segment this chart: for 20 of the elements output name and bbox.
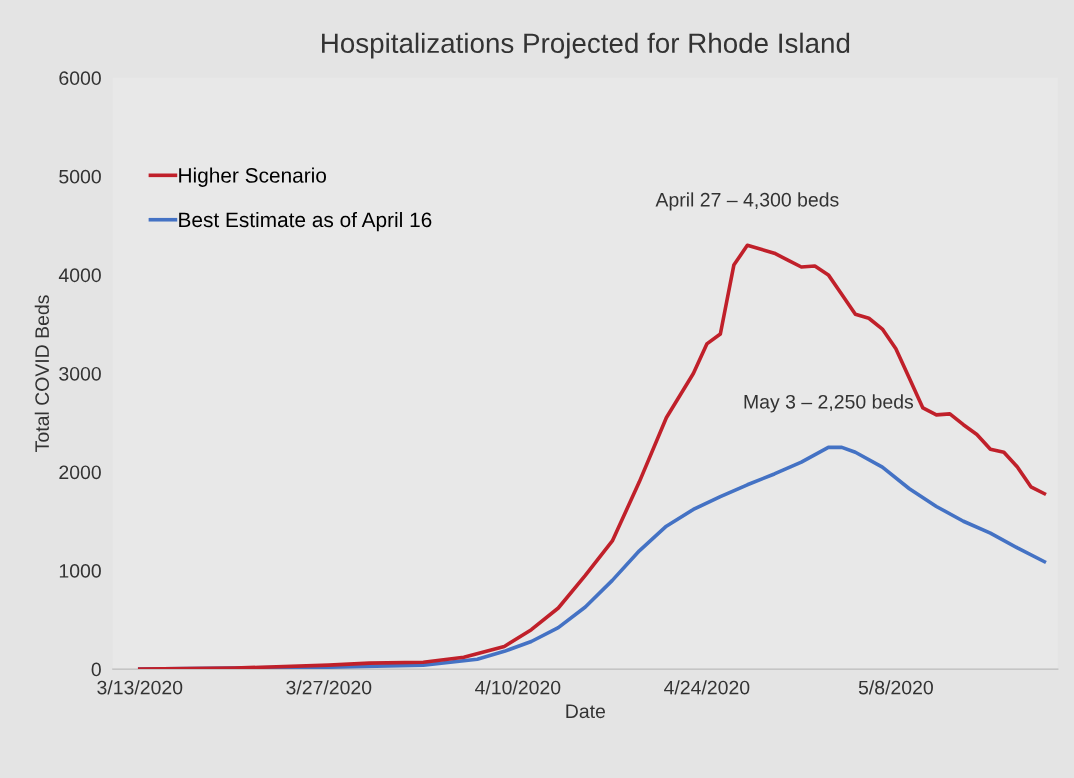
y-tick-label: 3000 (59, 366, 101, 381)
y-tick-label: 1000 (59, 564, 101, 578)
y-tick-label: 2000 (59, 465, 101, 480)
x-tick-label: 4/24/2020 (664, 680, 750, 695)
x-tick-label: 4/10/2020 (475, 680, 561, 695)
legend-label: Best Estimate as of April 16 (179, 211, 432, 232)
annotation: May 3 – 2,250 beds (744, 394, 914, 413)
chart-title: Hospitalizations Projected for Rhode Island (322, 32, 850, 59)
line-series (137, 243, 1047, 670)
y-axis-title: Total COVID Beds (34, 295, 50, 452)
y-tick-label: 5000 (59, 169, 101, 184)
x-axis-title: Date (566, 704, 605, 719)
y-tick-label: 6000 (59, 71, 101, 86)
annotation: April 27 – 4,300 beds (655, 192, 839, 211)
x-tick-label: 3/27/2020 (286, 680, 372, 695)
y-tick-label: 0 (91, 662, 101, 677)
legend-label: Higher Scenario (179, 167, 327, 187)
x-tick-label: 3/13/2020 (97, 680, 183, 695)
x-tick-label: 5/8/2020 (858, 680, 933, 695)
y-tick-label: 4000 (58, 268, 101, 283)
